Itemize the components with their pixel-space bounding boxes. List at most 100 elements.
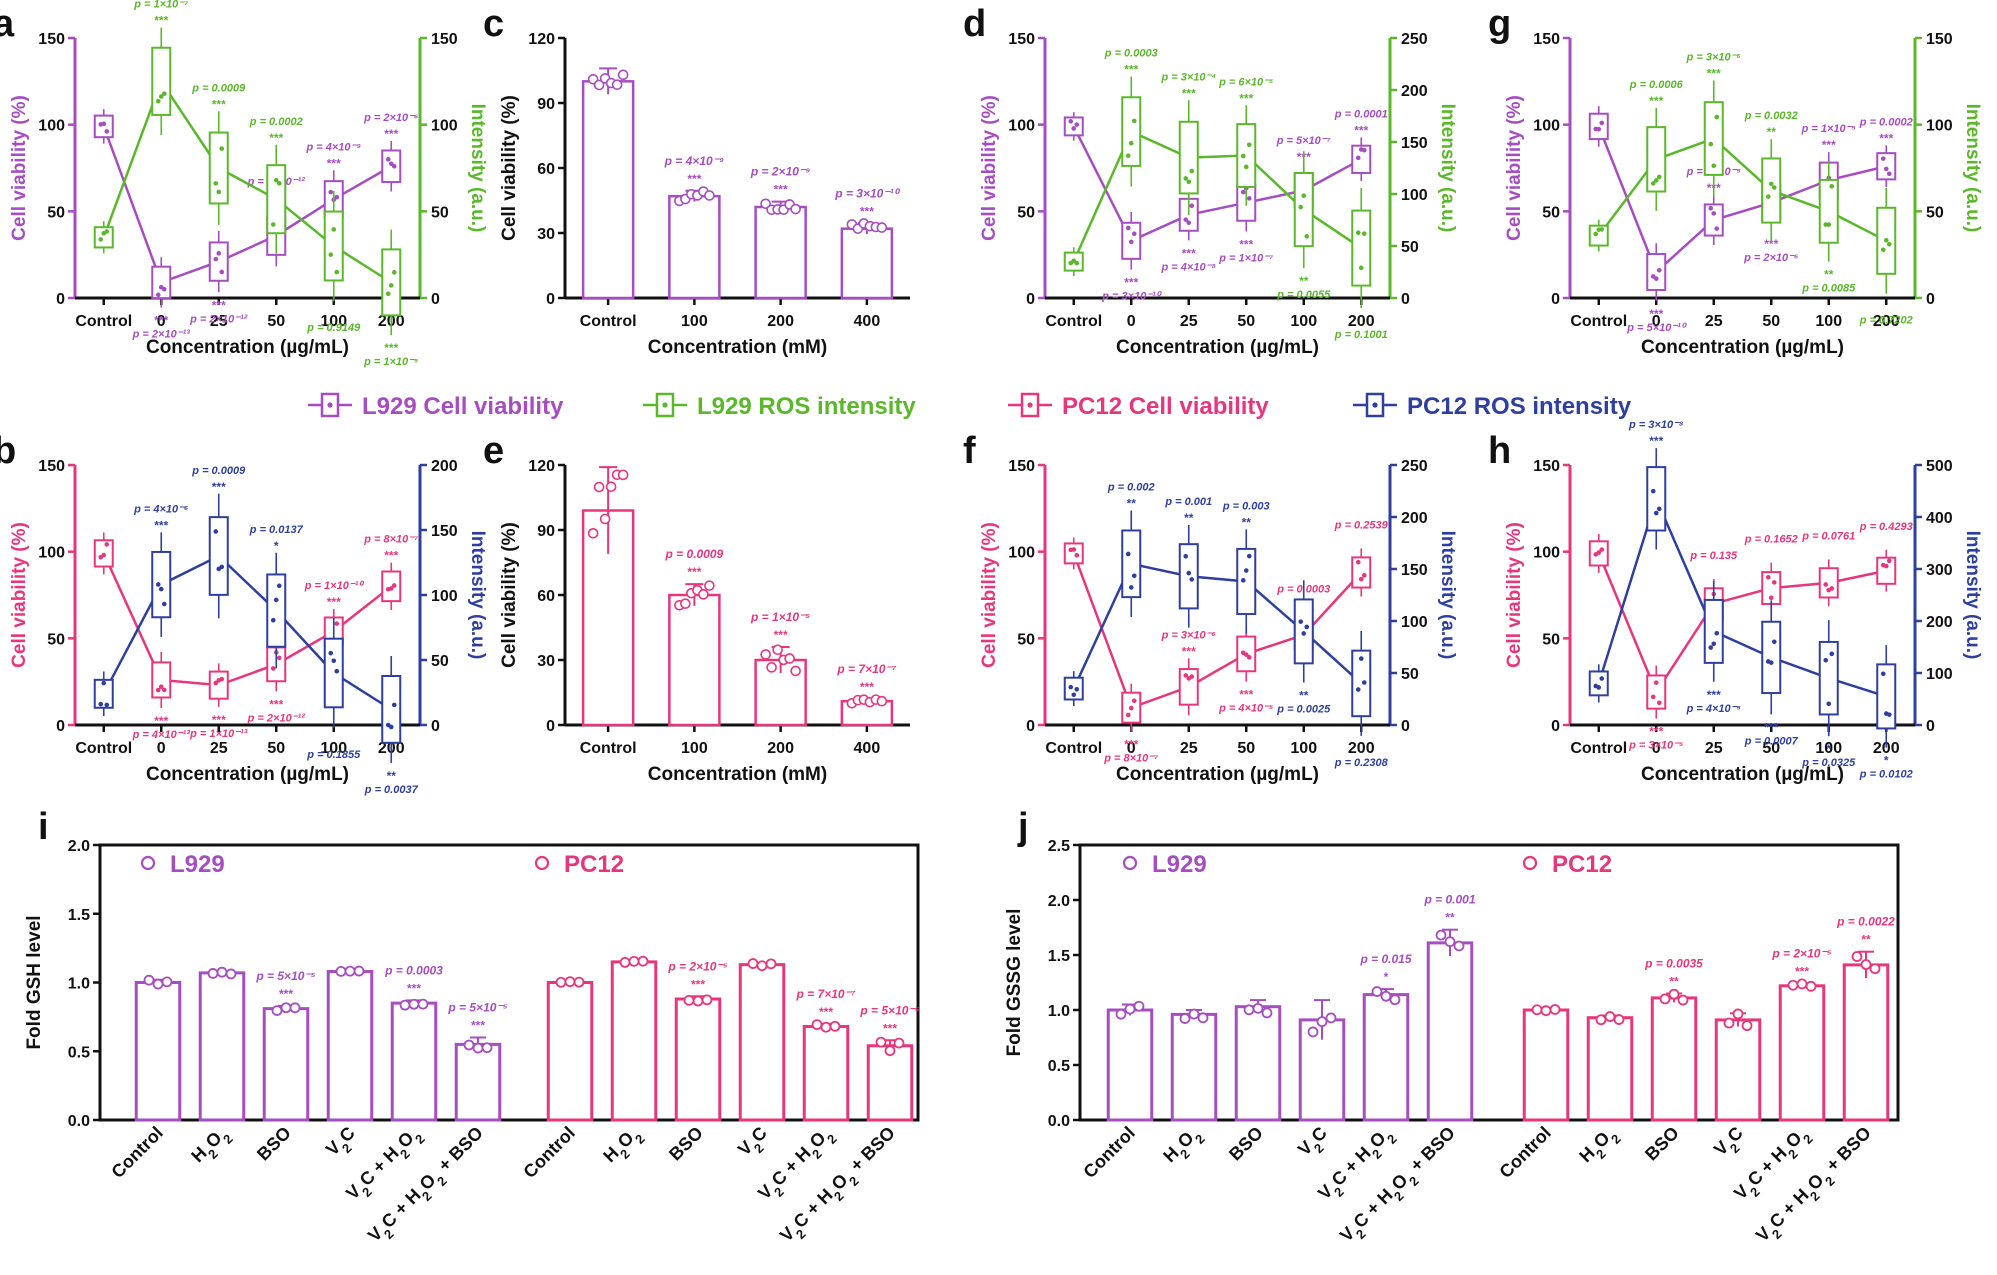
bar <box>198 971 246 1122</box>
data-point <box>399 999 411 1011</box>
data-point <box>276 655 282 661</box>
legend-item: L929 Cell viability <box>308 392 564 420</box>
y-tick-label: 50 <box>1017 631 1035 648</box>
data-point <box>388 586 394 591</box>
x-tick-label: V2C <box>734 1123 776 1165</box>
legend-marker <box>534 855 550 871</box>
data-box <box>1351 556 1372 589</box>
data-point <box>1186 179 1192 185</box>
significance-stars: *** <box>691 977 705 991</box>
legend: L929 Cell viability L929 ROS intensity PC1… <box>308 392 1632 420</box>
x-tick-label: V2C <box>1710 1123 1752 1165</box>
p-value-label: p = 3×10⁻⁶ <box>1161 629 1216 641</box>
x-tick-label: 100 <box>1815 313 1842 330</box>
x-tick-label: BSO <box>1225 1123 1267 1165</box>
data-point <box>637 955 649 967</box>
y2-tick-label: 150 <box>1926 31 1953 48</box>
y-tick-label: 150 <box>38 31 65 48</box>
data-point <box>1596 685 1602 690</box>
data-box <box>208 241 229 282</box>
y2-axis-title: Intensity (a.u.) <box>467 531 488 660</box>
data-point <box>1361 680 1367 685</box>
legend-item: PC12 ROS intensity <box>1353 392 1632 420</box>
bar <box>134 981 182 1122</box>
bar <box>262 1007 310 1122</box>
data-point <box>1886 712 1892 717</box>
x-tick-label: H2O2 <box>599 1123 647 1171</box>
data-point <box>1796 978 1808 990</box>
data-point <box>104 702 110 708</box>
series-pc12-cell-viability: ***p = 4×10⁻¹³***p = 1×10⁻¹³***p = 2×10⁻… <box>93 532 419 741</box>
y2-tick-label: 50 <box>1401 666 1419 683</box>
data-point <box>587 528 599 539</box>
x-tick-label: 0 <box>157 313 166 330</box>
data-point <box>344 965 356 977</box>
data-point <box>1771 639 1777 645</box>
data-point <box>388 724 394 730</box>
series-line <box>1597 552 1887 695</box>
x-tick-label: 25 <box>1180 313 1198 330</box>
bar <box>610 960 658 1122</box>
data-point <box>1189 577 1195 582</box>
p-value-label: p = 0.0007 <box>1744 735 1799 747</box>
data-point <box>1765 194 1771 199</box>
data-point <box>628 955 640 967</box>
data-point <box>1826 701 1832 707</box>
p-value-label: p = 3×10⁻⁶ <box>1686 51 1741 63</box>
p-value-label: p = 0.9149 <box>306 322 361 334</box>
significance-stars: *** <box>1239 688 1253 702</box>
y-axis-title: Cell viability (%) <box>9 522 30 668</box>
x-tick-label: 25 <box>1705 313 1723 330</box>
bar <box>1522 1008 1570 1122</box>
data-point <box>158 94 164 99</box>
y2-tick-label: 0 <box>431 718 440 735</box>
data-point <box>1183 554 1189 559</box>
legend-item: PC12 Cell viability <box>1008 392 1269 420</box>
y-tick-label: 50 <box>1542 204 1560 221</box>
bar <box>738 963 786 1122</box>
significance-stars: ** <box>387 769 397 783</box>
data-point <box>273 177 279 183</box>
data-point <box>289 1002 301 1014</box>
data-point <box>893 1037 905 1049</box>
p-value-label: p = 5×10⁻⁷ <box>1276 135 1332 147</box>
significance-stars: *** <box>1822 138 1836 152</box>
data-box <box>1236 547 1257 616</box>
data-point <box>1771 580 1777 585</box>
data-point <box>599 513 611 525</box>
bar <box>674 997 722 1122</box>
legend-label: L929 <box>170 851 225 878</box>
y-axis-title: Cell viability (%) <box>1504 95 1525 241</box>
data-point <box>1599 547 1605 552</box>
x-tick-label: V2C + H2O2 + BSO <box>776 1123 903 1250</box>
y-tick-label: 100 <box>1008 545 1035 562</box>
data-point <box>1805 980 1817 992</box>
p-value-label: p = 4×10⁻⁵ <box>1686 703 1742 715</box>
series-pc12-ros-intensity: **p = 0.002**p = 0.001**p = 0.003**p = 0… <box>1063 481 1389 769</box>
x-tick-label: Control <box>1045 740 1102 757</box>
bar <box>1650 996 1698 1122</box>
data-point <box>334 269 340 275</box>
y2-tick-label: 200 <box>1401 510 1428 527</box>
data-point <box>1604 1011 1616 1022</box>
x-tick-label: Control <box>1495 1123 1554 1182</box>
x-tick-label: Control <box>75 740 132 757</box>
p-value-label: p = 1×10⁻⁵ <box>750 610 810 624</box>
data-point <box>1131 118 1137 124</box>
data-point <box>1708 645 1714 650</box>
legend-dot <box>327 402 333 408</box>
panel-label: i <box>38 806 49 848</box>
data-box <box>208 670 229 700</box>
data-box <box>151 46 172 116</box>
data-point <box>1074 260 1080 266</box>
series-l929-ros-intensity: *** p = 0.0003 *** p = 3×10⁻⁴ *** p = 6×10⁻⁵ *… <box>1063 48 1388 341</box>
data-point <box>155 687 161 693</box>
x-tick-label: 50 <box>1237 313 1255 330</box>
p-value-label: p = 2×10⁻¹² <box>247 712 306 724</box>
data-point <box>593 79 605 91</box>
data-point <box>104 542 110 547</box>
p-value-label: p = 5×10⁻⁵ <box>447 1001 507 1015</box>
data-box <box>93 114 114 139</box>
data-box <box>1588 670 1609 697</box>
p-value-label: p = 1×10⁻⁷ <box>1218 253 1274 265</box>
